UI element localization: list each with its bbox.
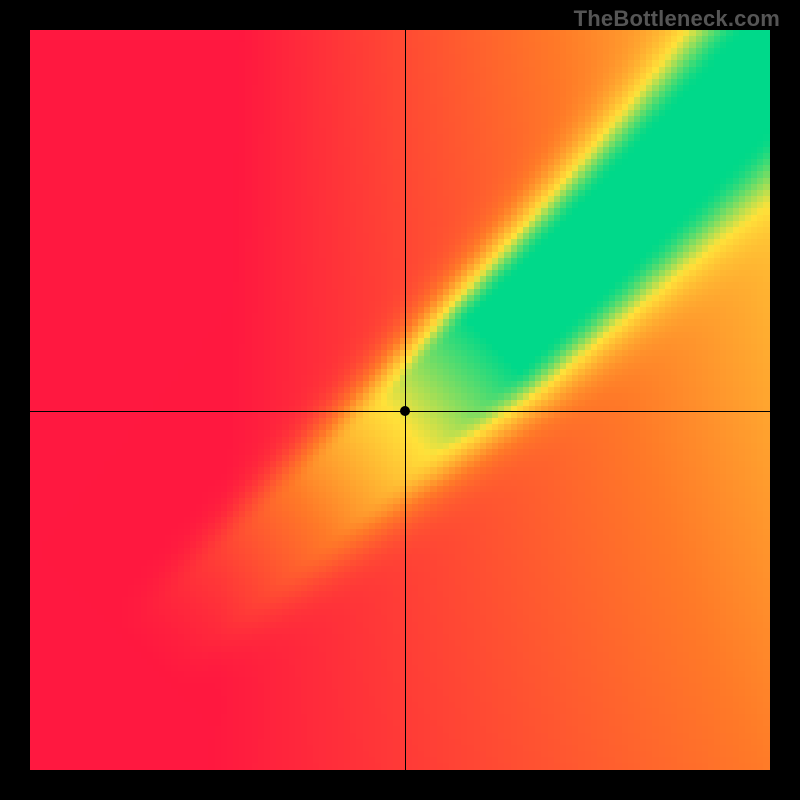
crosshair-vertical bbox=[405, 30, 406, 770]
bottleneck-heatmap bbox=[30, 30, 770, 770]
plot-area bbox=[30, 30, 770, 770]
watermark-text: TheBottleneck.com bbox=[574, 6, 780, 32]
crosshair-point bbox=[400, 406, 410, 416]
